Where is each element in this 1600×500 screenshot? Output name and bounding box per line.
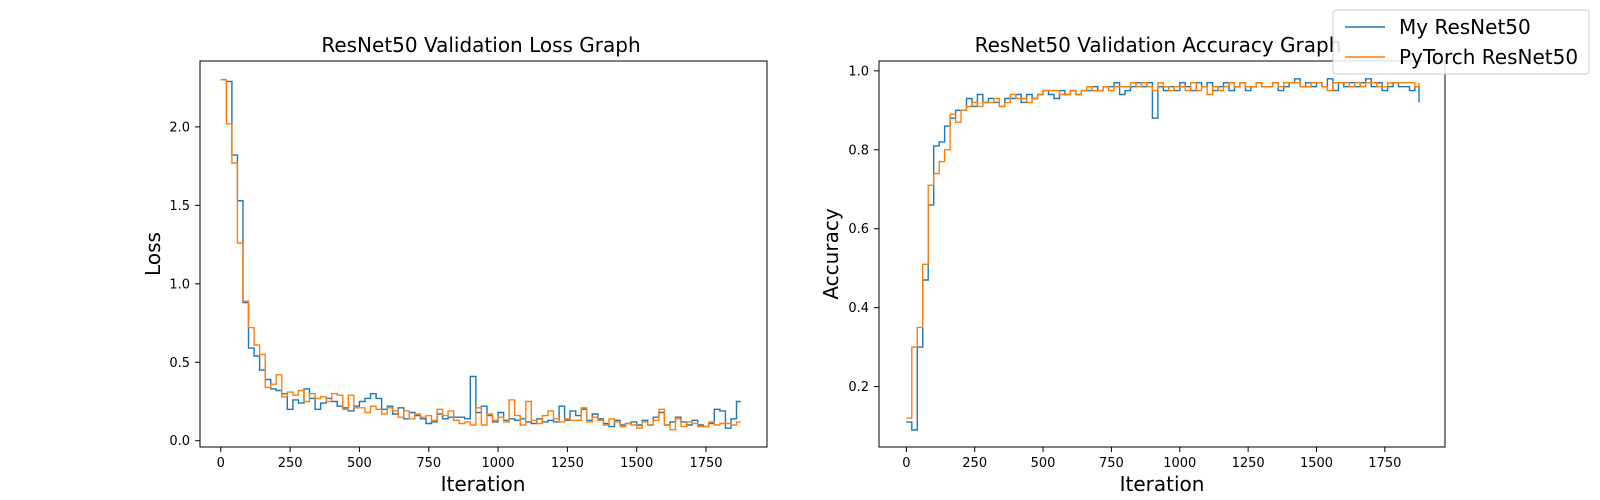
accuracy-x-tick-label: 1000 [1163,456,1196,471]
loss-chart-title: ResNet50 Validation Loss Graph [321,33,640,57]
loss-y-tick-label: 1.5 [169,199,190,214]
accuracy-x-tick-label: 1500 [1300,456,1333,471]
loss-x-tick-label: 1000 [482,456,515,471]
accuracy-x-tick-label: 500 [1031,456,1056,471]
loss-x-axis-label: Iteration [441,472,526,496]
loss-x-tick-label: 1250 [551,456,584,471]
accuracy-chart-title: ResNet50 Validation Accuracy Graph [975,33,1342,57]
loss-series-my-resnet50 [220,79,741,429]
accuracy-series-pytorch-resnet50 [906,82,1420,419]
loss-y-tick-label: 2.0 [169,120,190,135]
accuracy-plot-frame [878,60,1446,448]
legend-label-my-resnet50: My ResNet50 [1399,15,1531,39]
loss-x-tick-label: 250 [278,456,303,471]
loss-series-pytorch-resnet50 [220,79,741,431]
accuracy-y-tick-label: 0.4 [848,301,869,316]
legend: My ResNet50 PyTorch ResNet50 [1332,9,1590,75]
accuracy-x-tick-label: 1750 [1368,456,1401,471]
accuracy-x-tick-label: 1250 [1232,456,1265,471]
accuracy-x-tick-label: 750 [1099,456,1124,471]
accuracy-y-tick-label: 1.0 [848,64,869,79]
loss-x-ticks: 0 250 500 750 1000 1250 1500 1750 [217,447,723,471]
loss-y-tick-label: 0.0 [169,434,190,449]
loss-plot-frame [199,60,768,448]
loss-x-tick-label: 500 [347,456,372,471]
loss-x-tick-label: 1500 [620,456,653,471]
loss-chart: ResNet50 Validation Loss Graph 0 250 500 75… [141,33,768,496]
loss-x-tick-label: 0 [217,456,225,471]
loss-y-tick-label: 0.5 [169,356,190,371]
accuracy-y-tick-label: 0.8 [848,143,869,158]
accuracy-x-tick-label: 0 [902,456,910,471]
loss-y-ticks: 0.0 0.5 1.0 1.5 2.0 [169,120,200,449]
loss-x-tick-label: 1750 [689,456,722,471]
legend-label-pytorch-resnet50: PyTorch ResNet50 [1399,45,1578,69]
accuracy-y-tick-label: 0.2 [848,380,869,395]
loss-x-tick-label: 750 [416,456,441,471]
accuracy-series-layer [906,78,1420,431]
accuracy-x-axis-label: Iteration [1120,472,1205,496]
accuracy-y-axis-label: Accuracy [819,208,843,299]
accuracy-chart: ResNet50 Validation Accuracy Graph 0 250 5… [819,33,1446,496]
accuracy-x-tick-label: 250 [962,456,987,471]
loss-y-axis-label: Loss [141,232,165,276]
accuracy-x-ticks: 0 250 500 750 1000 1250 1500 1750 [902,447,1401,471]
accuracy-y-ticks: 0.2 0.4 0.6 0.8 1.0 [848,64,879,395]
accuracy-y-tick-label: 0.6 [848,222,869,237]
loss-series-layer [220,79,741,431]
legend-box [1332,9,1590,75]
loss-y-tick-label: 1.0 [169,277,190,292]
